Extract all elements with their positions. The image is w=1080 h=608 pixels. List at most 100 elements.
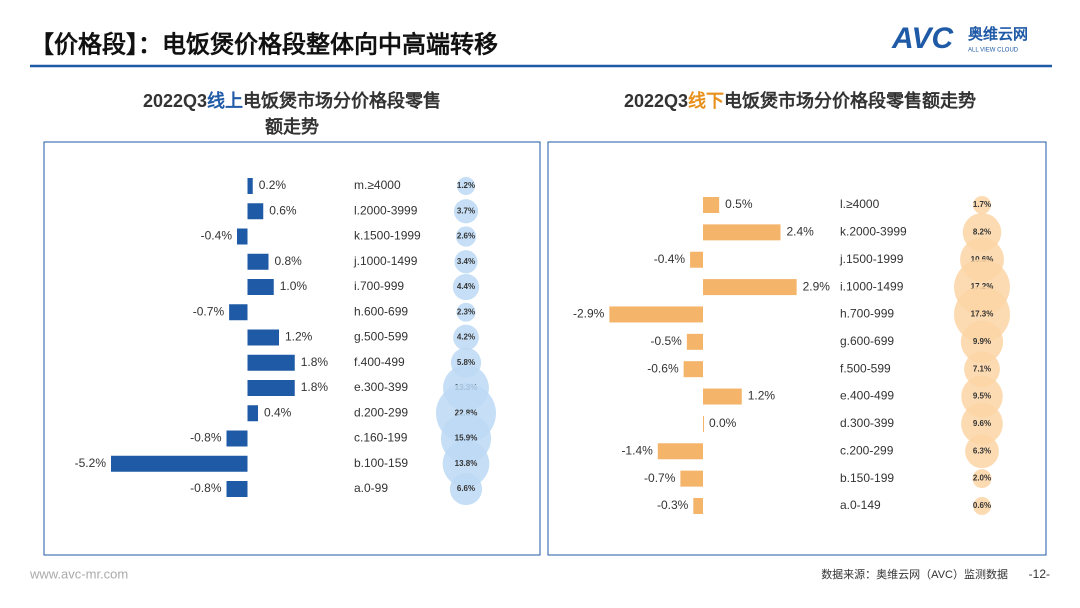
- bar: [247, 405, 258, 422]
- chart-title: 2022Q3线下电饭煲市场分价格段零售额走势: [622, 88, 978, 114]
- bar: [683, 361, 703, 378]
- bubble: [449, 472, 483, 506]
- source-note: 数据来源：奥维云网（AVC）监测数据: [821, 567, 1008, 581]
- value-label: 1.2%: [748, 389, 776, 403]
- category-label: h.600-699: [354, 304, 408, 318]
- category-label: f.500-599: [840, 361, 891, 375]
- bubble: [453, 199, 479, 224]
- category-label: c.160-199: [354, 431, 408, 445]
- value-label: -0.4%: [201, 229, 233, 243]
- bar: [680, 470, 703, 487]
- value-label: 0.2%: [259, 178, 287, 192]
- category-label: j.1000-1499: [353, 254, 418, 268]
- bubble-label: 4.2%: [457, 333, 475, 342]
- value-label: 0.6%: [269, 203, 297, 217]
- bubble-label: 9.9%: [973, 337, 991, 346]
- bubble-label: 9.6%: [973, 419, 991, 428]
- bubble: [457, 177, 475, 195]
- value-label: 1.2%: [285, 330, 313, 344]
- bubble-label: 6.6%: [457, 484, 475, 493]
- bubble: [454, 250, 478, 274]
- category-label: j.1500-1999: [839, 252, 904, 266]
- value-label: -0.8%: [190, 481, 222, 495]
- bubble: [452, 273, 480, 301]
- bar: [226, 430, 248, 447]
- bar: [247, 203, 264, 220]
- category-label: i.700-999: [354, 279, 404, 293]
- page-number: -12-: [1029, 567, 1050, 581]
- bubble: [453, 324, 479, 351]
- bar: [609, 306, 703, 323]
- chart-title-part: 线下: [688, 91, 725, 111]
- value-label: -0.5%: [650, 334, 682, 348]
- bubble: [442, 440, 490, 488]
- category-label: d.300-399: [840, 416, 894, 430]
- bar: [229, 304, 248, 321]
- bar: [693, 498, 703, 514]
- bubble: [455, 226, 477, 247]
- bubble-label: 0.6%: [973, 501, 991, 510]
- chart-title-part: 电饭煲市场分价格段零售额走势: [243, 91, 442, 137]
- category-label: a.0-99: [354, 481, 388, 495]
- bar: [686, 333, 703, 350]
- value-label: -0.7%: [644, 471, 676, 485]
- bubble-label: 2.3%: [457, 307, 475, 316]
- value-label: -0.8%: [190, 431, 222, 445]
- chart-title-part: 电饭煲市场分价格段零售额走势: [724, 91, 977, 111]
- bar: [247, 279, 274, 295]
- bar: [703, 388, 742, 405]
- bar: [237, 228, 248, 245]
- bubble-label: 2.0%: [973, 474, 991, 483]
- chart-title-part: 2022Q3: [623, 91, 689, 111]
- bubble-label: 3.4%: [457, 257, 475, 266]
- category-label: c.200-299: [840, 443, 894, 457]
- logo-en: ALL VIEW CLOUD: [968, 48, 1019, 54]
- panel-frame: [43, 141, 541, 556]
- chart-title: 2022Q3线上电饭煲市场分价格段零售额走势: [142, 88, 442, 140]
- value-label: -1.4%: [621, 443, 653, 457]
- bubble-label: 3.7%: [457, 206, 475, 215]
- category-label: b.150-199: [840, 471, 894, 485]
- bubble: [960, 320, 1004, 363]
- chart-title-part: 2022Q3: [142, 91, 208, 111]
- logo-cn: 奥维云网: [968, 25, 1028, 43]
- bubble: [965, 434, 999, 469]
- category-label: e.300-399: [354, 380, 408, 394]
- bubble-label: 7.1%: [973, 364, 991, 373]
- value-label: 2.9%: [803, 279, 831, 293]
- category-label: g.500-599: [354, 330, 408, 344]
- bubble-label: 22.8%: [455, 408, 478, 417]
- value-label: 2.4%: [786, 225, 814, 239]
- bubble: [972, 469, 992, 489]
- bar: [247, 329, 279, 346]
- chart-title-part: 线上: [207, 91, 244, 111]
- value-label: -0.3%: [657, 498, 689, 512]
- value-label: 0.8%: [275, 254, 303, 268]
- category-label: g.600-699: [840, 334, 894, 348]
- category-label: k.1500-1999: [354, 229, 421, 243]
- value-label: 0.4%: [264, 405, 292, 419]
- logo: AVC: [891, 22, 954, 55]
- bubble-label: 5.8%: [457, 358, 475, 367]
- bar: [703, 279, 797, 296]
- bubble: [973, 497, 991, 515]
- value-label: 0.0%: [709, 416, 737, 430]
- category-label: d.200-299: [354, 405, 408, 419]
- value-label: 1.0%: [280, 279, 308, 293]
- bar: [703, 415, 704, 432]
- category-label: i.1000-1499: [840, 279, 904, 293]
- category-label: m.≥4000: [354, 178, 401, 192]
- bubble-label: 6.3%: [973, 446, 991, 455]
- category-label: f.400-499: [354, 355, 405, 369]
- bubble-label: 1.7%: [973, 200, 991, 209]
- category-label: h.700-999: [840, 307, 894, 321]
- bar: [703, 197, 720, 213]
- bar: [703, 224, 781, 241]
- value-label: 0.5%: [725, 197, 753, 211]
- slide-title: 【价格段】：电饭煲价格段整体向中高端转移: [30, 30, 498, 58]
- bubble-label: 1.2%: [457, 181, 475, 190]
- bar: [247, 178, 253, 194]
- category-label: e.400-499: [840, 389, 894, 403]
- bar: [247, 354, 295, 371]
- value-label: -0.7%: [193, 304, 225, 318]
